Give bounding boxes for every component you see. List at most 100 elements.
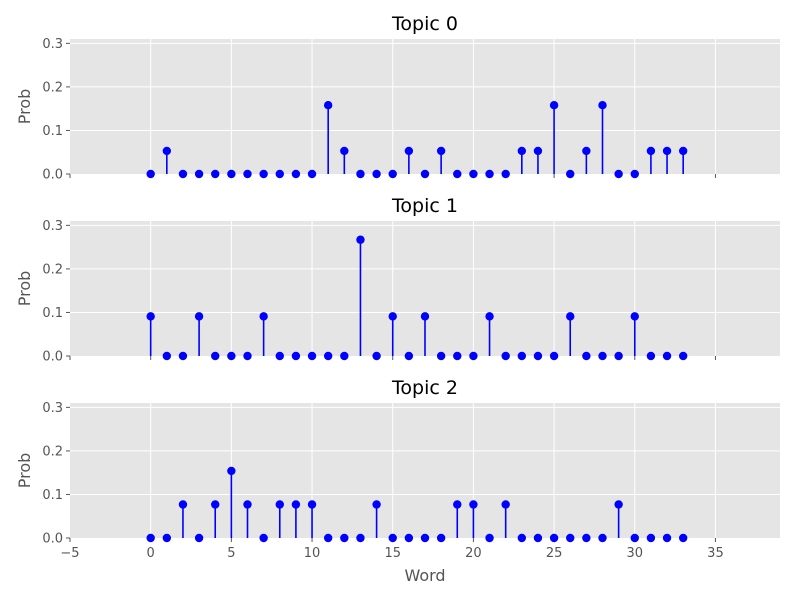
panel-topic-2: 0.0 0.1 0.2 0.3 Prob Topic 2 xyxy=(15,377,780,547)
stem-marker xyxy=(662,351,672,361)
stem-marker xyxy=(485,169,494,179)
panel-title: Topic 0 xyxy=(391,13,458,35)
stem-marker xyxy=(517,351,527,361)
stem-marker xyxy=(469,169,478,179)
stem-marker xyxy=(178,351,188,361)
stem-marker xyxy=(404,351,414,361)
stem-marker xyxy=(323,533,333,543)
stem-marker xyxy=(388,312,397,321)
stem-marker xyxy=(243,500,252,509)
stem-marker xyxy=(614,169,623,179)
stem-marker xyxy=(227,466,236,476)
stem-marker xyxy=(453,351,462,361)
y-tick-label: 0.0 xyxy=(42,532,63,547)
stem-marker xyxy=(291,500,301,509)
stem-marker xyxy=(598,533,607,543)
x-tick-label: 10 xyxy=(304,546,321,561)
y-tick-label: 0.2 xyxy=(42,80,63,95)
stem-marker xyxy=(307,169,317,179)
stem-marker xyxy=(211,169,220,179)
stem-marker xyxy=(533,533,543,543)
stem-marker xyxy=(194,312,204,321)
stem-marker xyxy=(646,533,656,543)
plot-background xyxy=(70,403,780,538)
stem-marker xyxy=(356,169,365,179)
y-axis-title: Prob xyxy=(15,453,34,489)
stem-marker xyxy=(194,169,204,179)
stem-marker xyxy=(340,533,349,543)
stem-marker xyxy=(307,351,317,361)
stem-marker xyxy=(275,500,284,509)
x-tick-label: 20 xyxy=(465,546,482,561)
stem-marker xyxy=(340,351,349,361)
stem-marker xyxy=(323,351,333,361)
stem-marker xyxy=(211,500,220,509)
stem-marker xyxy=(388,169,397,179)
stem-marker xyxy=(436,351,446,361)
stem-marker xyxy=(646,146,656,156)
stem-marker xyxy=(566,169,575,179)
x-tick-label: 25 xyxy=(546,546,563,561)
stem-marker xyxy=(404,146,414,156)
stem-marker xyxy=(307,500,317,509)
stem-marker xyxy=(598,100,607,110)
stem-marker xyxy=(162,533,172,543)
stem-marker xyxy=(372,351,381,361)
stem-marker xyxy=(662,533,672,543)
y-tick-label: 0.1 xyxy=(42,306,63,321)
stem-marker xyxy=(372,500,381,509)
x-axis-title: Word xyxy=(404,566,445,585)
stem-marker xyxy=(436,533,446,543)
plot-background xyxy=(70,39,780,174)
stem-marker xyxy=(678,533,688,543)
stem-marker xyxy=(420,312,430,321)
panel-topic-1: 0.0 0.1 0.2 0.3 Prob Topic 1 xyxy=(15,195,780,365)
stem-marker xyxy=(469,500,478,509)
stem-marker xyxy=(259,312,268,321)
x-tick-label: 35 xyxy=(707,546,724,561)
stem-marker xyxy=(582,351,591,361)
stem-marker xyxy=(630,169,639,179)
stem-marker xyxy=(291,169,301,179)
panel-title: Topic 2 xyxy=(391,377,458,399)
stem-marker xyxy=(356,235,365,244)
y-tick-label: 0.3 xyxy=(42,37,63,52)
stem-marker xyxy=(323,100,333,110)
stem-marker xyxy=(275,169,284,179)
stem-marker xyxy=(501,351,510,361)
y-tick-label: 0.1 xyxy=(42,124,63,139)
stem-marker xyxy=(211,351,220,361)
stem-marker xyxy=(243,169,252,179)
stem-marker xyxy=(275,351,284,361)
x-tick-label: 5 xyxy=(227,546,235,561)
x-tick-label: 30 xyxy=(626,546,643,561)
stem-marker xyxy=(549,351,559,361)
y-tick-label: 0.1 xyxy=(42,488,63,503)
stem-marker xyxy=(549,533,559,543)
y-tick-label: 0.0 xyxy=(42,168,63,183)
stem-marker xyxy=(517,533,527,543)
y-axis-title: Prob xyxy=(15,89,34,125)
stem-marker xyxy=(662,146,672,156)
stem-marker xyxy=(549,100,559,110)
stem-marker xyxy=(678,351,688,361)
stem-marker xyxy=(178,500,188,509)
panel-topic-0: 0.0 0.1 0.2 0.3 Prob Topic 0 xyxy=(15,13,780,183)
stem-marker xyxy=(243,351,252,361)
stem-marker xyxy=(194,533,204,543)
x-tick-label: −5 xyxy=(60,546,79,561)
y-tick-label: 0.0 xyxy=(42,350,63,365)
stem-marker xyxy=(614,500,623,509)
stem-marker xyxy=(259,169,268,179)
panel-title: Topic 1 xyxy=(391,195,458,217)
y-tick-label: 0.3 xyxy=(42,219,63,234)
y-tick-label: 0.3 xyxy=(42,401,63,416)
stem-marker xyxy=(388,533,397,543)
stem-marker xyxy=(630,312,639,321)
stem-marker xyxy=(404,533,414,543)
stem-marker xyxy=(501,500,510,509)
stem-marker xyxy=(420,169,430,179)
stem-marker xyxy=(356,533,365,543)
y-tick-label: 0.2 xyxy=(42,444,63,459)
